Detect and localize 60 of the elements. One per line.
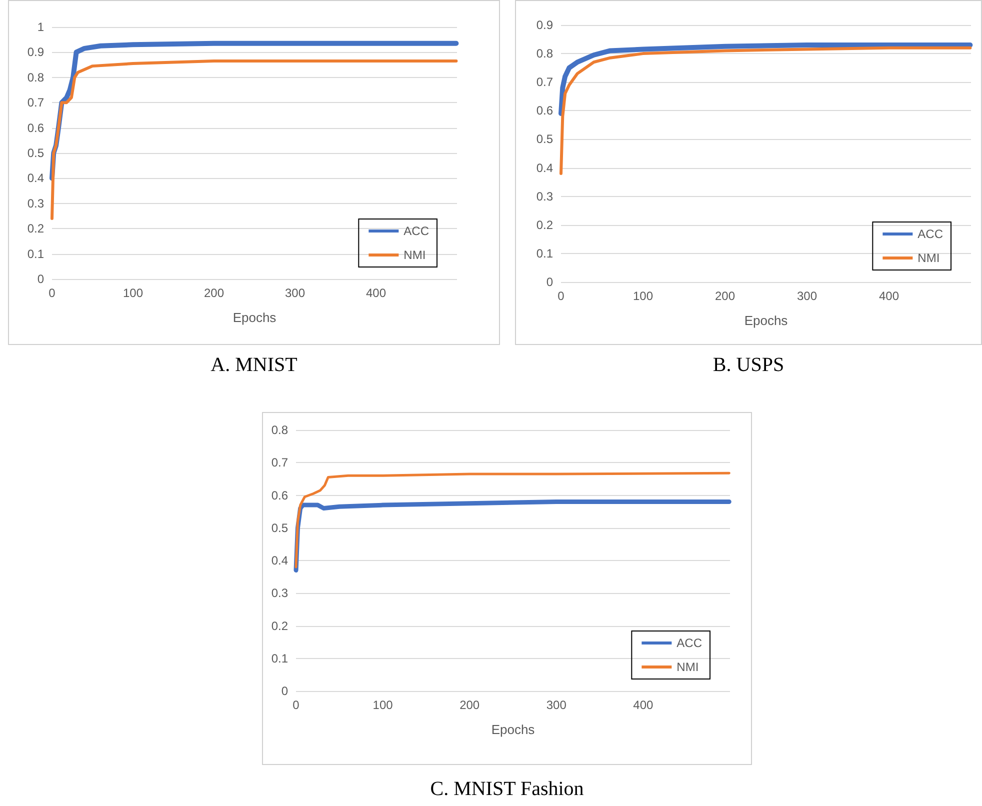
x-tick-label: 200 [204,286,224,300]
x-tick-label: 0 [558,289,565,303]
x-tick-label: 100 [372,698,394,712]
text: C. MNIST Fashion [430,778,584,800]
text: B. USPS [712,354,784,376]
y-tick-label: 0.4 [536,160,554,175]
line-series [50,60,458,220]
x-tick-label: 100 [122,286,144,300]
y-tick-label: 0.8 [27,70,44,84]
y-tick-label: 0.2 [27,222,44,236]
x-tick-label: 300 [284,286,306,300]
y-tick-label: 0.7 [27,96,44,110]
x-tick-label: 100 [632,289,654,303]
y-tick-label: 0 [546,275,554,289]
x-axis-title: Epochs [232,310,277,325]
y-tick-label: 0.1 [271,651,288,666]
x-tick-label: 300 [796,289,818,303]
y-tick-label: 0.6 [27,120,44,135]
x-tick-label: 400 [878,289,900,303]
x-tick-label: 0 [292,698,300,712]
x-tick-label: 0 [48,286,56,300]
y-tick-label: 0.5 [27,146,44,160]
y-tick-label: 0.5 [271,520,288,535]
line-series [294,472,730,568]
x-tick-label: 200 [460,698,480,712]
y-tick-label: 0.4 [271,554,288,568]
y-tick-label: 0.7 [271,456,288,470]
y-tick-label: 0.1 [536,246,554,260]
legend-label: NMI [918,251,940,265]
legend-label: NMI [676,660,699,674]
legend-label: ACC [676,636,702,650]
y-tick-label: 0.2 [536,218,554,232]
y-tick-label: 0.6 [536,104,554,118]
y-tick-label: 0.5 [536,132,554,146]
y-tick-label: 0.3 [271,586,288,600]
y-tick-label: 0.8 [271,423,288,437]
text: A. MNIST [210,354,298,376]
y-tick-label: 0.3 [536,189,554,204]
y-tick-label: 0.1 [27,246,44,261]
y-tick-label: 1 [37,20,44,34]
x-axis-title: Epochs [744,313,788,328]
line-series [560,46,972,175]
x-tick-label: 400 [366,286,386,300]
legend-label: NMI [404,248,426,262]
y-tick-label: 0.9 [536,18,554,32]
x-tick-label: 300 [546,698,567,712]
x-axis-title: Epochs [491,722,536,737]
y-tick-label: 0.9 [27,45,44,60]
x-tick-label: 200 [714,289,736,303]
y-tick-label: 0 [281,684,288,698]
legend-label: ACC [404,224,430,238]
y-tick-label: 0.2 [271,618,288,633]
y-tick-label: 0.3 [27,196,44,210]
y-tick-label: 0.6 [271,488,288,502]
y-tick-label: 0.4 [27,171,44,186]
y-tick-label: 0.8 [536,46,554,61]
y-tick-label: 0 [37,272,44,286]
legend-label: ACC [918,227,944,241]
x-tick-label: 400 [633,698,654,712]
y-tick-label: 0.7 [536,75,554,90]
